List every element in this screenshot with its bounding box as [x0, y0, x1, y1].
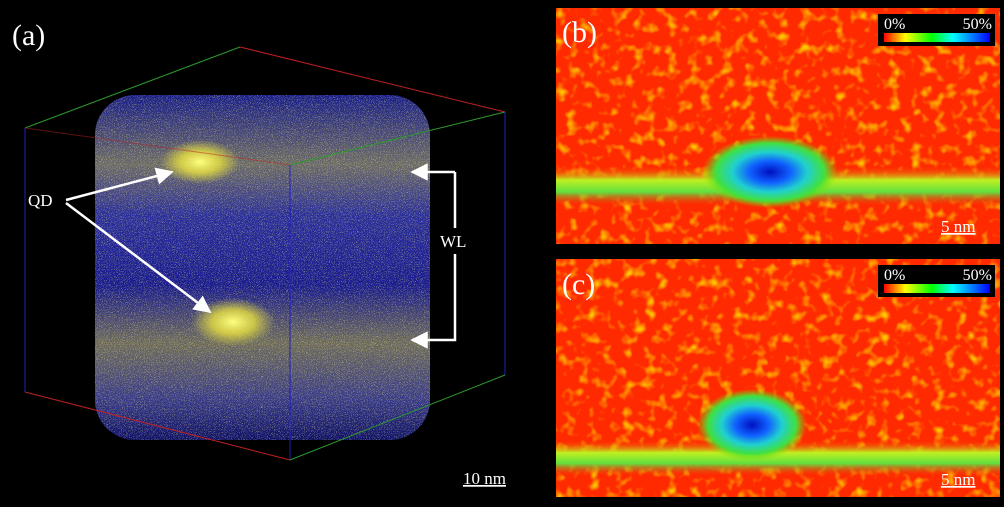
colorbar-max: 50%: [963, 16, 992, 33]
quantum-dot: [160, 140, 240, 184]
panel-b: 0% 50% (b) 5 nm: [556, 8, 1000, 244]
colorbar-min: 0%: [884, 267, 905, 284]
colorbar-max: 50%: [963, 267, 992, 284]
scale-bar: 5 nm: [941, 217, 975, 236]
panel-label: (c): [562, 268, 595, 301]
dot-composition: [697, 389, 807, 461]
bounding-box: [24, 46, 506, 461]
wl-label-bg: [435, 228, 475, 254]
atom-speckle: [95, 95, 430, 440]
colorbar: [884, 284, 990, 293]
annotation: WL: [440, 232, 466, 251]
scale-bar: 10 nm: [463, 469, 506, 488]
panel-label: (a): [12, 19, 45, 52]
colorbar: [884, 33, 990, 42]
panel-c: 0% 50% (c) 5 nm: [556, 259, 1000, 497]
quantum-dot: [191, 298, 275, 346]
scale-bar: 5 nm: [941, 470, 975, 489]
panel-label: (b): [562, 16, 597, 49]
annotation: QD: [28, 191, 53, 210]
panel-a: (a) QD WL 10 nm: [12, 19, 506, 488]
dot-composition: [702, 136, 838, 208]
colorbar-min: 0%: [884, 16, 905, 33]
